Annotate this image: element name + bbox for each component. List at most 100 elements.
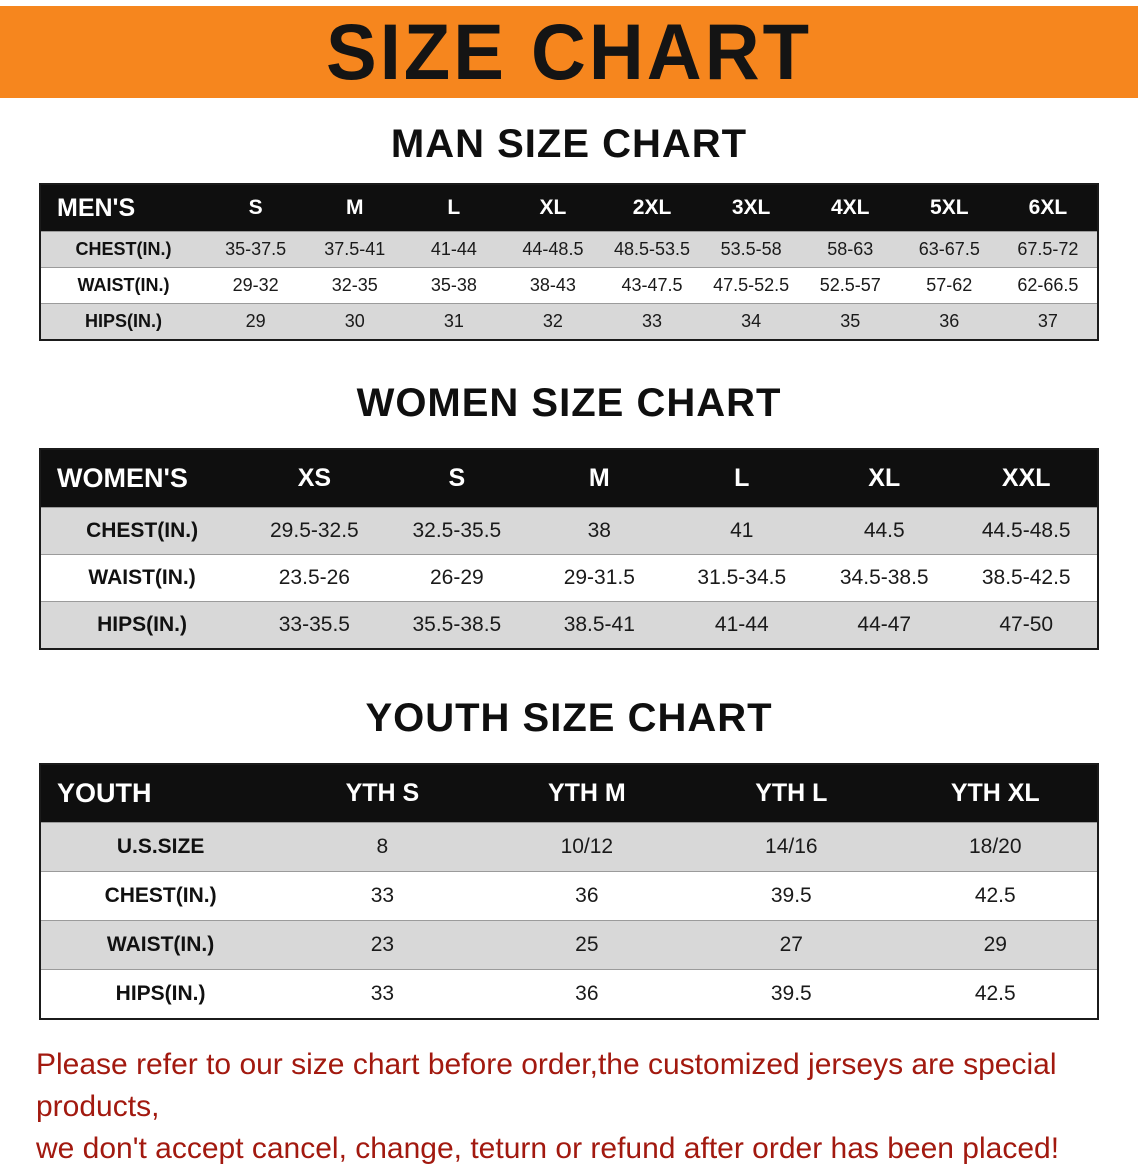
- men-waist-row: WAIST(IN.) 29-32 32-35 35-38 38-43 43-47…: [40, 267, 1098, 304]
- men-size-s: S: [206, 184, 306, 232]
- youth-size-xl: YTH XL: [893, 764, 1098, 823]
- row-label-chest: CHEST(IN.): [104, 884, 217, 907]
- youth-waist-row: WAIST(IN.) 23 25 27 29: [40, 920, 1098, 970]
- men-header-row: MEN'S S M L XL 2XL 3XL 4XL 5XL 6XL: [40, 184, 1098, 232]
- size-cell: 25: [575, 933, 599, 956]
- men-size-6xl: 6XL: [998, 184, 1098, 232]
- women-section-title: WOMEN SIZE CHART: [356, 381, 782, 425]
- size-cell: 41-44: [714, 613, 769, 636]
- row-label-hips: HIPS(IN.): [97, 613, 187, 636]
- size-cell: 14/16: [765, 835, 818, 858]
- size-cell: 38-43: [529, 275, 576, 295]
- size-cell: 33-35.5: [278, 613, 350, 636]
- women-size-m: M: [528, 449, 671, 508]
- size-cell: 63-67.5: [918, 239, 980, 259]
- size-cell: 32.5-35.5: [412, 519, 502, 542]
- footer-disclaimer: Please refer to our size chart before or…: [36, 1044, 1104, 1170]
- size-cell: 18/20: [968, 835, 1022, 858]
- size-cell: 33: [370, 884, 395, 907]
- size-cell: 38.5-41: [563, 613, 635, 636]
- men-size-xl: XL: [503, 184, 603, 232]
- size-cell: 29-32: [232, 275, 279, 295]
- row-label-chest: CHEST(IN.): [75, 239, 172, 259]
- size-cell: 26-29: [429, 566, 484, 589]
- size-cell: 39.5: [770, 982, 812, 1005]
- women-header-label: WOMEN'S: [40, 449, 244, 508]
- size-cell: 44-47: [857, 613, 912, 636]
- women-size-table: WOMEN'S XS S M L XL XXL CHEST(IN.) 29.5-…: [39, 448, 1099, 650]
- men-size-2xl: 2XL: [602, 184, 702, 232]
- women-size-xl: XL: [813, 449, 956, 508]
- size-cell: 35.5-38.5: [412, 613, 502, 636]
- size-cell: 34: [741, 311, 762, 331]
- size-cell: 36: [575, 884, 599, 907]
- size-cell: 29-31.5: [563, 566, 635, 589]
- women-hips-row: HIPS(IN.) 33-35.5 35.5-38.5 38.5-41 41-4…: [40, 601, 1098, 649]
- size-cell: 29.5-32.5: [270, 519, 359, 542]
- size-cell: 35: [840, 311, 861, 331]
- size-cell: 53.5-58: [720, 239, 782, 259]
- size-cell: 57-62: [926, 275, 973, 295]
- youth-section-title: YOUTH SIZE CHART: [365, 696, 773, 740]
- youth-hips-row: HIPS(IN.) 33 36 39.5 42.5: [40, 969, 1098, 1019]
- size-cell: 47.5-52.5: [713, 275, 790, 295]
- size-cell: 23: [370, 933, 395, 956]
- row-label-waist: WAIST(IN.): [77, 275, 170, 295]
- size-cell: 48.5-53.5: [614, 239, 691, 259]
- youth-ussize-row: U.S.SIZE 8 10/12 14/16 18/20: [40, 822, 1098, 872]
- size-cell: 39.5: [770, 884, 812, 907]
- row-label-ussize: U.S.SIZE: [116, 835, 205, 858]
- women-size-s: S: [385, 449, 529, 508]
- size-cell: 38: [587, 519, 611, 542]
- size-cell: 58-63: [827, 239, 874, 259]
- men-hips-row: HIPS(IN.) 29 30 31 32 33 34 35 36 37: [40, 303, 1098, 340]
- men-size-m: M: [305, 184, 405, 232]
- size-cell: 35-38: [430, 275, 477, 295]
- size-cell: 43-47.5: [621, 275, 683, 295]
- size-cell: 42.5: [974, 982, 1016, 1005]
- row-label-waist: WAIST(IN.): [88, 566, 196, 589]
- women-size-xxl: XXL: [955, 449, 1098, 508]
- youth-header-row: YOUTH YTH S YTH M YTH L YTH XL: [40, 764, 1098, 823]
- men-header-label: MEN'S: [40, 184, 207, 232]
- men-size-4xl: 4XL: [800, 184, 900, 232]
- size-cell: 30: [344, 311, 365, 331]
- size-cell: 29: [245, 311, 266, 331]
- size-cell: 44-48.5: [522, 239, 584, 259]
- size-cell: 31.5-34.5: [697, 566, 787, 589]
- size-chart-banner: SIZE CHART: [0, 6, 1138, 98]
- size-cell: 8: [376, 835, 389, 858]
- size-cell: 27: [779, 933, 803, 956]
- size-cell: 37.5-41: [324, 239, 386, 259]
- row-label-chest: CHEST(IN.): [86, 519, 199, 542]
- row-label-hips: HIPS(IN.): [85, 311, 163, 331]
- size-cell: 52.5-57: [819, 275, 881, 295]
- size-cell: 32-35: [331, 275, 378, 295]
- size-cell: 33: [370, 982, 395, 1005]
- women-size-xs: XS: [243, 449, 386, 508]
- size-cell: 47-50: [999, 613, 1054, 636]
- size-cell: 29: [983, 933, 1007, 956]
- size-cell: 41-44: [430, 239, 477, 259]
- row-label-waist: WAIST(IN.): [106, 933, 215, 956]
- size-cell: 38.5-42.5: [981, 566, 1071, 589]
- footer-line-1: Please refer to our size chart before or…: [36, 1048, 1057, 1123]
- men-size-table: MEN'S S M L XL 2XL 3XL 4XL 5XL 6XL CHEST…: [39, 183, 1099, 341]
- size-cell: 42.5: [974, 884, 1016, 907]
- size-cell: 36: [939, 311, 960, 331]
- men-size-5xl: 5XL: [899, 184, 999, 232]
- size-cell: 35-37.5: [225, 239, 287, 259]
- women-header-row: WOMEN'S XS S M L XL XXL: [40, 449, 1098, 508]
- size-cell: 62-66.5: [1017, 275, 1079, 295]
- youth-size-table: YOUTH YTH S YTH M YTH L YTH XL U.S.SIZE …: [39, 763, 1099, 1020]
- men-chest-row: CHEST(IN.) 35-37.5 37.5-41 41-44 44-48.5…: [40, 231, 1098, 268]
- size-cell: 23.5-26: [278, 566, 350, 589]
- men-size-3xl: 3XL: [701, 184, 801, 232]
- youth-size-m: YTH M: [484, 764, 690, 823]
- banner-title: SIZE CHART: [326, 7, 812, 97]
- size-cell: 67.5-72: [1017, 239, 1079, 259]
- women-waist-row: WAIST(IN.) 23.5-26 26-29 29-31.5 31.5-34…: [40, 554, 1098, 602]
- row-label-hips: HIPS(IN.): [115, 982, 206, 1005]
- youth-header-label: YOUTH: [40, 764, 281, 823]
- size-cell: 44.5: [863, 519, 905, 542]
